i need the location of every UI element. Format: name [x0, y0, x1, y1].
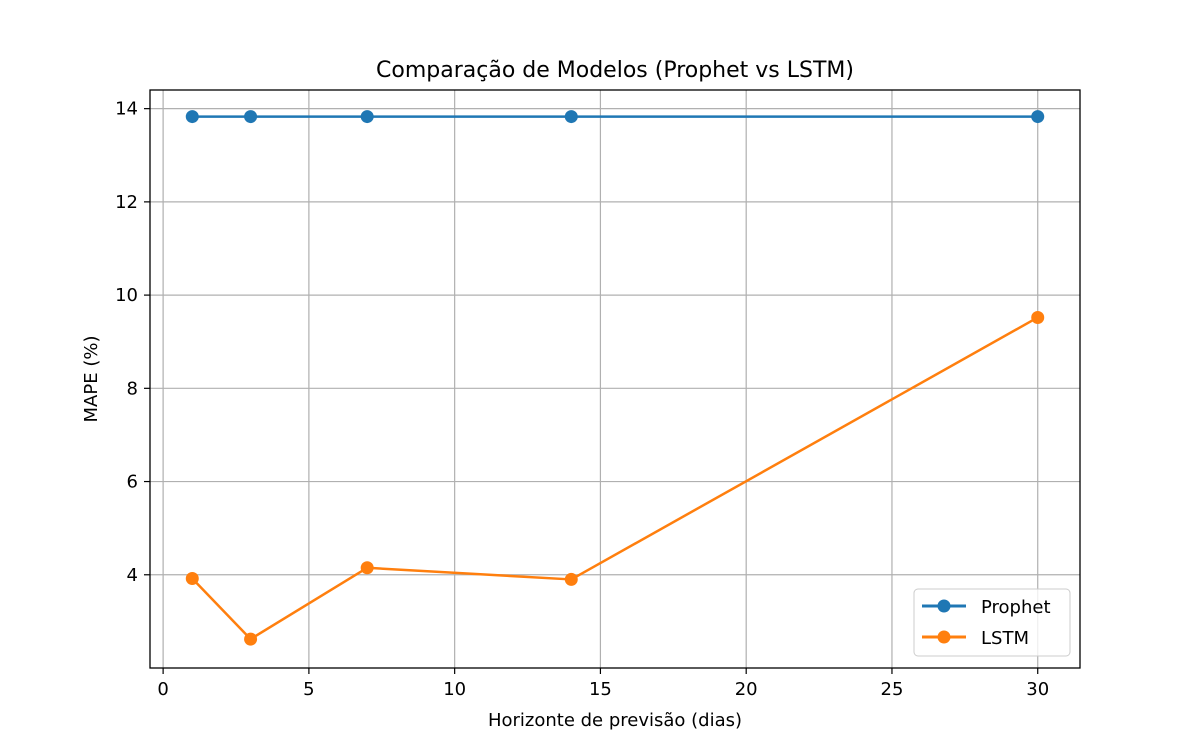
data-point-lstm: [185, 572, 199, 586]
legend-marker-prophet: [937, 599, 951, 613]
x-axis-title: Horizonte de previsão (dias): [488, 710, 742, 731]
x-tick-label: 30: [1026, 679, 1049, 700]
legend-item-prophet: Prophet: [922, 597, 1051, 618]
plot-frame: [149, 89, 1081, 669]
data-point-lstm: [1031, 310, 1045, 324]
data-point-prophet: [185, 110, 199, 124]
chart-title: Comparação de Modelos (Prophet vs LSTM): [376, 58, 854, 83]
x-tick-label: 20: [735, 679, 758, 700]
data-point-lstm: [244, 632, 258, 646]
y-tick-label: 14: [115, 99, 138, 120]
axes: [149, 89, 1081, 669]
legend-label-prophet: Prophet: [981, 597, 1051, 618]
legend: Prophet LSTM: [913, 588, 1071, 657]
x-tick-label: 10: [443, 679, 466, 700]
legend-marker-lstm: [937, 630, 951, 644]
series-layer: [185, 110, 1045, 646]
y-tick-label: 10: [115, 285, 138, 306]
tick-layer: 0 5 10 15 20 25 30 4 6 8 10 12 14: [115, 99, 1049, 700]
legend-label-lstm: LSTM: [981, 628, 1029, 649]
data-point-lstm: [564, 572, 578, 586]
y-tick-label: 8: [127, 378, 138, 399]
legend-item-lstm: LSTM: [922, 628, 1029, 649]
x-tick-label: 0: [157, 679, 168, 700]
y-tick-label: 4: [127, 565, 138, 586]
data-point-lstm: [360, 561, 374, 575]
y-tick-label: 12: [115, 192, 138, 213]
x-tick-label: 5: [303, 679, 314, 700]
data-point-prophet: [564, 110, 578, 124]
x-tick-label: 15: [589, 679, 612, 700]
data-point-prophet: [244, 110, 258, 124]
data-point-prophet: [1031, 110, 1045, 124]
grid-lines: [150, 90, 1080, 668]
y-axis-title: MAPE (%): [81, 336, 102, 423]
data-point-prophet: [360, 110, 374, 124]
x-tick-label: 25: [881, 679, 904, 700]
y-tick-label: 6: [127, 472, 138, 493]
